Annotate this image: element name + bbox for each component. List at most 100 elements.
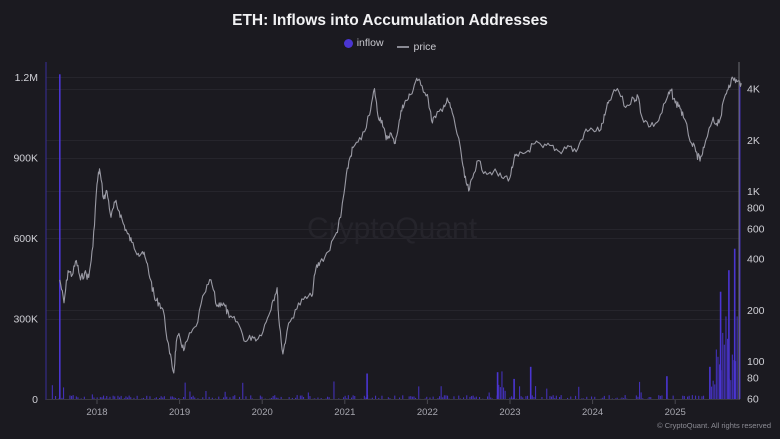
inflow-bar <box>602 397 604 399</box>
inflow-bar <box>99 397 101 399</box>
inflow-bar <box>463 397 465 399</box>
legend-label-price: price <box>413 40 437 53</box>
inflow-bar <box>703 395 705 399</box>
inflow-bar <box>551 396 553 399</box>
inflow-bar <box>410 396 412 399</box>
inflow-bar <box>347 395 349 399</box>
inflow-bar <box>128 395 130 399</box>
inflow-bar <box>239 396 241 399</box>
x-tick-label: 2023 <box>499 407 520 418</box>
inflow-bar-spike <box>529 366 532 399</box>
inflow-bar <box>301 395 303 399</box>
inflow-bar <box>535 386 537 399</box>
inflow-bar <box>71 395 73 399</box>
inflow-bar <box>567 397 569 399</box>
inflow-bar <box>648 397 650 399</box>
x-tick-label: 2021 <box>334 407 355 418</box>
inflow-dot-icon <box>343 38 353 48</box>
inflow-bar <box>242 382 244 399</box>
inflow-bar-spike <box>709 366 711 399</box>
inflow-bar <box>424 398 426 399</box>
inflow-bar <box>261 396 263 399</box>
right-tick-label: 4K <box>747 84 760 96</box>
inflow-bar <box>429 397 431 399</box>
inflow-bar <box>250 395 252 399</box>
inflow-bar <box>426 396 428 399</box>
inflow-bar <box>226 396 228 399</box>
inflow-bar <box>560 395 562 399</box>
right-axis-ticks: 60 80 100 200 400 600 800 1K 2K 4K <box>747 84 765 406</box>
inflow-bar <box>616 397 618 399</box>
inflow-bar <box>344 395 346 399</box>
inflow-bar <box>291 397 293 399</box>
inflow-bar-spike <box>513 378 515 399</box>
inflow-bar <box>159 398 161 399</box>
inflow-bar <box>72 395 74 399</box>
inflow-bar <box>408 396 410 399</box>
legend-item-price[interactable]: price <box>396 40 437 53</box>
inflow-bar <box>520 396 522 399</box>
inflow-bar <box>133 397 135 399</box>
inflow-bar <box>715 349 717 399</box>
left-tick-label: 0 <box>32 394 38 406</box>
inflow-bar <box>271 397 273 399</box>
inflow-bar <box>504 390 506 399</box>
inflow-bar <box>701 396 703 399</box>
inflow-bar <box>498 384 500 399</box>
inflow-bar <box>642 398 644 399</box>
inflow-bar <box>119 397 121 399</box>
inflow-bar <box>354 396 356 399</box>
inflow-bar-spike <box>733 248 736 399</box>
inflow-bar <box>719 364 721 399</box>
inflow-bar <box>527 395 529 399</box>
inflow-bar-spike <box>666 376 668 399</box>
inflow-bar-spike <box>738 82 741 400</box>
inflow-bar <box>205 391 207 399</box>
inflow-bar <box>351 397 353 399</box>
inflow-bar <box>83 396 85 399</box>
inflow-bar <box>466 395 468 399</box>
inflow-bar <box>149 396 151 399</box>
inflow-bar <box>251 398 253 399</box>
inflow-bar <box>418 386 420 399</box>
inflow-bar <box>525 396 527 399</box>
inflow-bar <box>637 396 639 399</box>
inflow-bar <box>75 396 77 399</box>
x-tick-label: 2018 <box>86 407 107 418</box>
inflow-bar <box>491 398 493 399</box>
inflow-bar <box>445 395 447 399</box>
inflow-bar <box>295 397 297 399</box>
legend-item-inflow[interactable]: inflow <box>343 37 384 49</box>
inflow-bar <box>659 395 661 399</box>
inflow-bar <box>61 397 63 399</box>
inflow-bar <box>554 398 556 399</box>
inflow-bar <box>114 396 116 399</box>
inflow-bar <box>160 396 162 399</box>
inflow-bar <box>58 398 60 399</box>
inflow-bar <box>432 396 434 399</box>
inflow-bar <box>163 396 165 399</box>
inflow-bar <box>277 397 279 399</box>
inflow-bar <box>117 395 119 399</box>
inflow-bar <box>522 397 524 399</box>
inflow-bar <box>413 396 415 399</box>
grid-lines <box>46 77 739 320</box>
inflow-bar <box>93 397 95 399</box>
inflow-bar <box>402 395 404 399</box>
x-tick-label: 2024 <box>582 407 603 418</box>
inflow-bar <box>317 397 319 399</box>
inflow-bar <box>120 395 122 399</box>
inflow-bar <box>274 395 276 399</box>
inflow-bar <box>440 386 442 399</box>
inflow-bar <box>439 396 441 399</box>
right-tick-label: 600 <box>747 224 765 236</box>
inflow-bar <box>245 396 247 399</box>
inflow-bar <box>575 395 577 399</box>
inflow-bar <box>175 397 177 399</box>
inflow-bar <box>691 395 693 399</box>
inflow-bar-spike <box>59 74 61 400</box>
inflow-bar <box>570 396 572 399</box>
inflow-bar <box>141 398 143 399</box>
inflow-bar <box>639 381 641 399</box>
inflow-bar <box>437 398 439 399</box>
